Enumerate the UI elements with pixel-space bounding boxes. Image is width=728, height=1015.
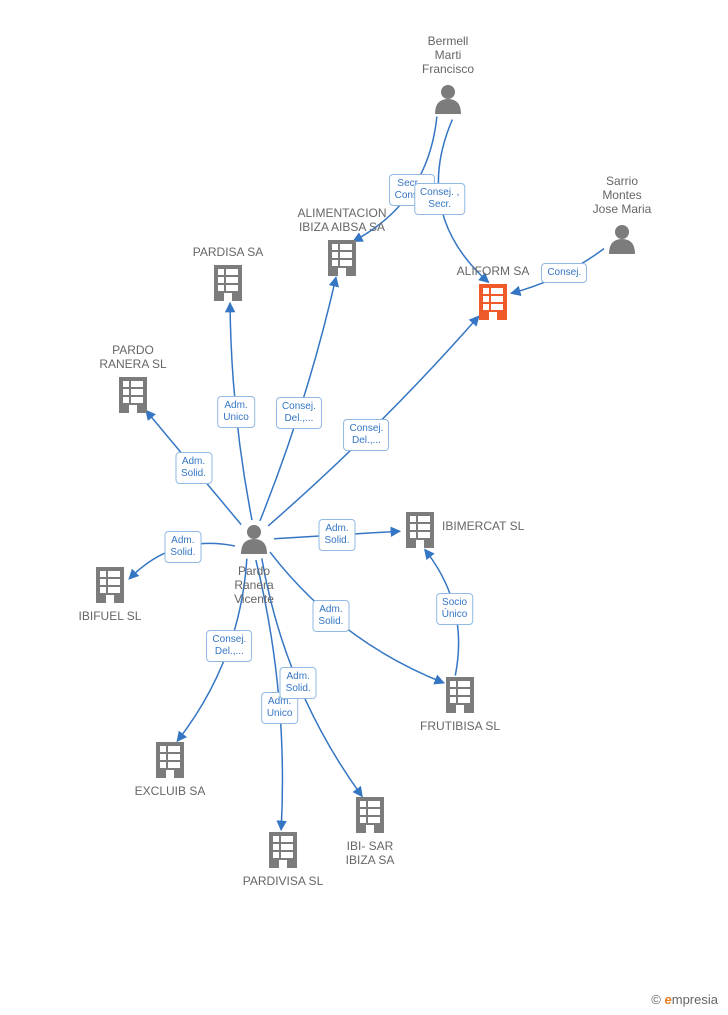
node-label: PARDO RANERA SL	[99, 343, 166, 371]
building-icon	[356, 797, 384, 833]
edge-label: Adm. Solid.	[318, 519, 355, 551]
edge-label: Adm. Solid.	[164, 531, 201, 563]
node-label: ALIFORM SA	[457, 264, 530, 278]
person-icon	[609, 225, 635, 254]
watermark: © empresia	[651, 992, 718, 1007]
node-label: EXCLUIB SA	[135, 784, 206, 798]
brand-e: e	[665, 992, 672, 1007]
building-icon	[96, 567, 124, 603]
node-label: IBI- SAR IBIZA SA	[346, 839, 395, 867]
edge-label: Adm. Solid.	[280, 667, 317, 699]
node-label: PARDIVISA SL	[243, 874, 323, 888]
edge-label: Consej. Del.,...	[206, 630, 252, 662]
edge-label: Consej.	[541, 263, 587, 283]
building-icon	[406, 512, 434, 548]
node-label: PARDISA SA	[193, 245, 263, 259]
node-label: Sarrio Montes Jose Maria	[593, 174, 652, 216]
node-label: Bermell Marti Francisco	[422, 34, 474, 76]
node-label: IBIFUEL SL	[79, 609, 142, 623]
edge-label: Adm. Unico	[217, 396, 255, 428]
building-icon	[119, 377, 147, 413]
edge-label: Consej. , Secr.	[414, 183, 465, 215]
edge-label: Adm. Solid.	[175, 452, 212, 484]
copyright-symbol: ©	[651, 992, 661, 1007]
person-icon	[241, 525, 267, 554]
building-icon	[328, 240, 356, 276]
edge	[270, 552, 444, 683]
node-label: IBIMERCAT SL	[442, 519, 524, 533]
node-label: ALIMENTACION IBIZA AIBSA SA	[297, 206, 386, 234]
edge-label: Adm. Solid.	[312, 600, 349, 632]
person-icon	[435, 85, 461, 114]
building-icon	[214, 265, 242, 301]
edge-label: Consej. Del.,...	[276, 397, 322, 429]
building-icon	[446, 677, 474, 713]
edge-label: Consej. Del.,...	[344, 419, 390, 451]
node-label: Pardo Ranera Vicente	[234, 564, 274, 606]
building-icon	[269, 832, 297, 868]
brand-name: mpresia	[672, 992, 718, 1007]
node-label: FRUTIBISA SL	[420, 719, 500, 733]
building-icon	[479, 284, 507, 320]
edge-label: Socio Único	[436, 593, 474, 625]
building-icon	[156, 742, 184, 778]
